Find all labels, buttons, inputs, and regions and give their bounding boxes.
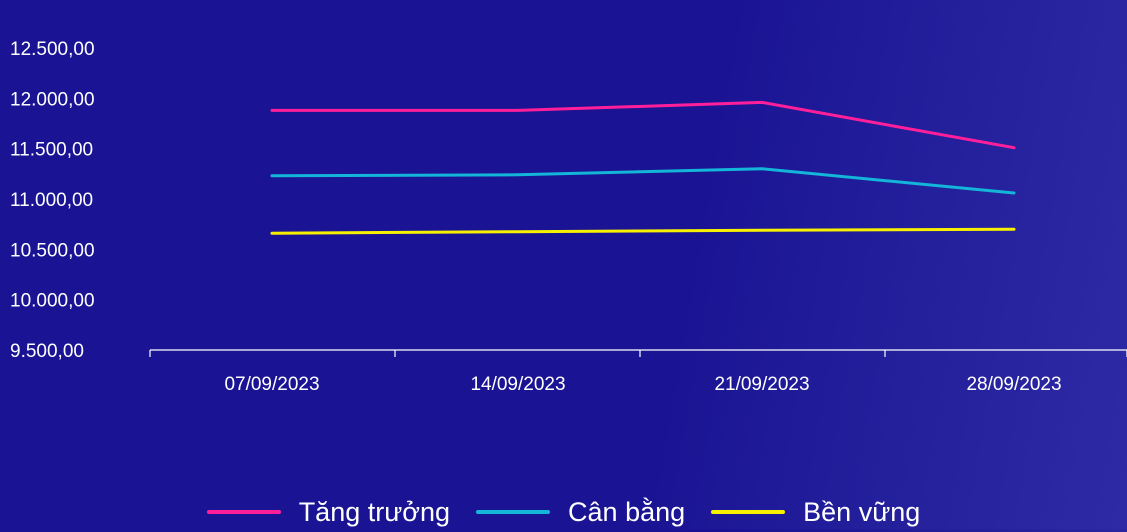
x-tick-label: 07/09/2023 (224, 374, 319, 395)
legend-label: Tăng trưởng (298, 497, 451, 527)
series-line (270, 227, 1016, 235)
y-tick-label: 10.000,00 (10, 291, 95, 312)
series-line (270, 167, 1016, 195)
legend-swatch (711, 510, 786, 514)
series-line (270, 100, 1016, 150)
legend-swatch (206, 510, 281, 514)
x-tick-label: 21/09/2023 (714, 374, 809, 395)
x-tick-label: 14/09/2023 (470, 374, 565, 395)
legend-swatch (476, 510, 551, 514)
y-tick-label: 9.500,00 (10, 341, 84, 362)
legend-label: Cân bằng (568, 497, 686, 527)
x-axis: 07/09/2023 14/09/2023 21/09/2023 28/09/2023 (149, 349, 1127, 395)
y-axis: 9.500,00 10.000,00 10.500,00 11.000,00 11.50… (10, 39, 95, 362)
y-tick-label: 11.000,00 (10, 190, 93, 211)
y-tick-label: 12.000,00 (10, 89, 95, 110)
y-tick-label: 12.500,00 (10, 39, 95, 60)
legend: Tăng trưởng Cân bằng Bền vững (0, 492, 1127, 532)
legend-item[interactable]: Tăng trưởng (206, 492, 451, 532)
legend-item[interactable]: Cân bằng (476, 492, 685, 532)
legend-label: Bền vững (803, 497, 921, 527)
x-tick-label: 28/09/2023 (966, 374, 1061, 395)
y-tick-label: 11.500,00 (10, 140, 93, 161)
series-layer (270, 100, 1016, 235)
y-tick-label: 10.500,00 (10, 240, 95, 261)
legend-item[interactable]: Bền vững (711, 492, 920, 532)
